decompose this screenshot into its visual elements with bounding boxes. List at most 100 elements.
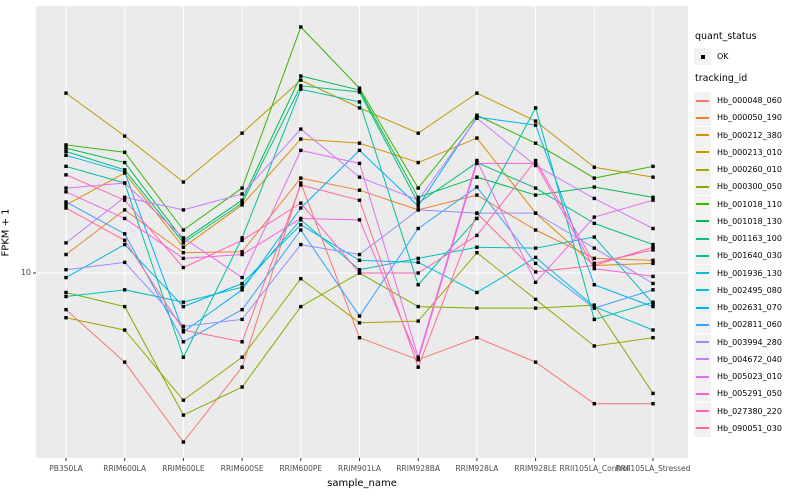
- legend-key: [694, 195, 711, 213]
- x-tick-label: RRIM600PE: [279, 464, 323, 473]
- x-tick-label: RRIM901LA: [338, 464, 381, 473]
- legend-item-label: Hb_001640_030: [717, 251, 782, 261]
- legend-key: [694, 333, 711, 351]
- line-swatch-icon: [696, 272, 709, 274]
- legend-item-Hb_000048_060: Hb_000048_060: [694, 92, 800, 109]
- legend-item-label: Hb_005291_050: [717, 389, 782, 399]
- legend-item-label: Hb_002811_060: [717, 320, 782, 330]
- legend-key: [694, 126, 711, 144]
- line-swatch-icon: [696, 427, 709, 430]
- legend-item-label: Hb_000260_010: [717, 165, 782, 174]
- line-swatch-icon: [696, 220, 709, 223]
- legend-item-label: Hb_000050_190: [717, 113, 782, 123]
- legend-item-label: Hb_005023_010: [717, 372, 782, 381]
- legend-key: [694, 299, 711, 316]
- legend-key: [694, 281, 711, 299]
- legend-item-Hb_001018_110: Hb_001018_110: [694, 195, 800, 213]
- x-tick-label: PB350LA: [49, 464, 83, 473]
- legend-item-label: Hb_000213_010: [717, 147, 782, 157]
- legend-key: [694, 385, 711, 403]
- x-tick-label: RRIM600SE: [220, 464, 264, 473]
- legend-item-Hb_003994_280: Hb_003994_280: [694, 333, 800, 351]
- legend-item-label: Hb_090051_030: [717, 423, 782, 433]
- legend-key: [694, 230, 711, 247]
- legend-item-label: Hb_001163_100: [717, 234, 782, 243]
- legend-item-label: Hb_000212_380: [717, 130, 782, 140]
- line-swatch-icon: [696, 116, 709, 119]
- legend-item-Hb_090051_030: Hb_090051_030: [694, 419, 800, 437]
- line-swatch-icon: [696, 323, 709, 326]
- legend-item-Hb_005291_050: Hb_005291_050: [694, 385, 800, 403]
- legend-item-label: Hb_001018_130: [717, 216, 782, 226]
- legend-item-label: Hb_002495_080: [717, 285, 782, 295]
- legend-item-label: Hb_001018_110: [717, 199, 782, 209]
- legend-key: [694, 212, 711, 230]
- legend-key: [694, 264, 711, 282]
- line-swatch-icon: [696, 306, 709, 309]
- legend-item-ok: OK: [694, 48, 800, 65]
- legend-item-Hb_002631_070: Hb_002631_070: [694, 299, 800, 316]
- legend-key: [694, 178, 711, 196]
- legend-item-Hb_005023_010: Hb_005023_010: [694, 368, 800, 385]
- legend-key: [694, 143, 711, 161]
- legend-item-Hb_001018_130: Hb_001018_130: [694, 212, 800, 230]
- line-swatch-icon: [696, 410, 709, 412]
- legend-item-Hb_002495_080: Hb_002495_080: [694, 281, 800, 299]
- x-tick-label: RRIM928BA: [396, 464, 441, 473]
- legend-item-Hb_000260_010: Hb_000260_010: [694, 161, 800, 178]
- legend-item-Hb_004672_040: Hb_004672_040: [694, 350, 800, 368]
- legend-item-Hb_027380_220: Hb_027380_220: [694, 402, 800, 420]
- legend-item-label: Hb_003994_280: [717, 337, 782, 347]
- line-swatch-icon: [696, 392, 709, 395]
- x-axis-title: sample_name: [327, 478, 397, 489]
- legend-item-label: Hb_000300_050: [717, 182, 782, 192]
- x-tick-label: RRIM928LE: [514, 464, 557, 473]
- line-swatch-icon: [696, 341, 709, 343]
- legend-item-label: OK: [717, 52, 729, 61]
- legend-key: [694, 402, 711, 420]
- line-swatch-icon: [696, 185, 709, 188]
- legend-item-Hb_000050_190: Hb_000050_190: [694, 109, 800, 127]
- legend-key: [694, 161, 711, 178]
- line-swatch-icon: [696, 289, 709, 292]
- line-swatch-icon: [696, 375, 709, 378]
- legend-item-Hb_002811_060: Hb_002811_060: [694, 316, 800, 334]
- legend-key: [694, 48, 711, 65]
- x-tick-label: RRII105LA_Control: [559, 464, 630, 473]
- y-tick-label: 10: [20, 268, 31, 277]
- legend-key: [694, 368, 711, 385]
- legend-key: [694, 109, 711, 127]
- line-swatch-icon: [696, 254, 709, 257]
- legend-item-label: Hb_004672_040: [717, 354, 782, 364]
- line-swatch-icon: [696, 99, 709, 102]
- legend-item-Hb_001640_030: Hb_001640_030: [694, 247, 800, 265]
- line-swatch-icon: [696, 168, 709, 171]
- legend-key: [694, 316, 711, 334]
- line-swatch-icon: [696, 237, 709, 240]
- legend-item-label: Hb_027380_220: [717, 406, 782, 416]
- legend-key: [694, 92, 711, 109]
- line-swatch-icon: [696, 358, 709, 361]
- line-swatch-icon: [696, 203, 709, 205]
- legend-item-Hb_000300_050: Hb_000300_050: [694, 178, 800, 196]
- x-tick-label: RRIM600LA: [103, 464, 147, 473]
- y-axis-title: FPKM + 1: [0, 208, 12, 257]
- legend-key: [694, 350, 711, 368]
- line-swatch-icon: [696, 134, 709, 136]
- legend-title-quant-status: quant_status: [695, 31, 757, 42]
- legend-item-Hb_001163_100: Hb_001163_100: [694, 230, 800, 247]
- legend-item-Hb_001936_130: Hb_001936_130: [694, 264, 800, 282]
- line-swatch-icon: [696, 151, 709, 154]
- legend-key: [694, 247, 711, 265]
- legend-item-Hb_000213_010: Hb_000213_010: [694, 143, 800, 161]
- x-tick-label: RRIM600LE: [162, 464, 205, 473]
- legend-item-label: Hb_001936_130: [717, 268, 782, 278]
- x-tick-label: RRIM928LA: [455, 464, 499, 473]
- point-marker-icon: [701, 55, 705, 59]
- legend-item-Hb_000212_380: Hb_000212_380: [694, 126, 800, 144]
- legend-item-label: Hb_002631_070: [717, 303, 782, 312]
- legend-item-label: Hb_000048_060: [717, 96, 782, 105]
- legend-title-tracking-id: tracking_id: [695, 73, 748, 84]
